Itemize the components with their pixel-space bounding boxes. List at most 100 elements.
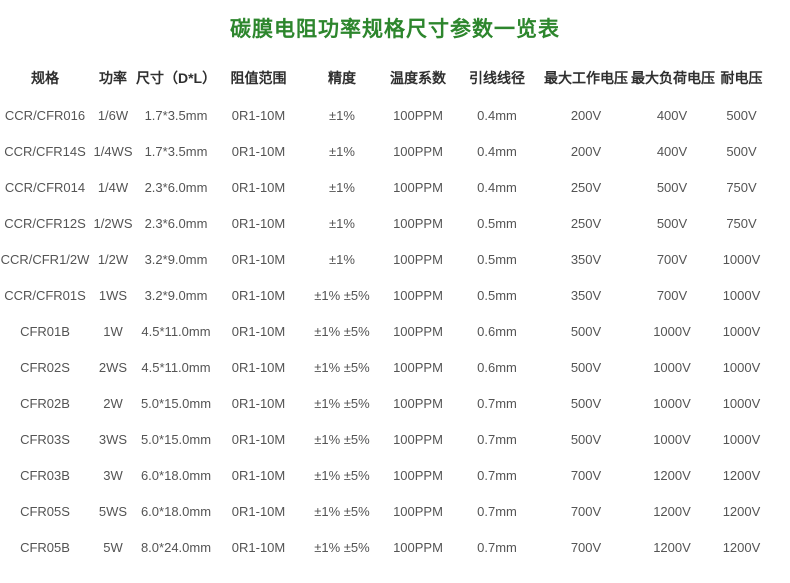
table-row: CCR/CFR14S 1/4WS 1.7*3.5mm 0R1-10M ±1% 100PPM… — [0, 133, 770, 169]
table-cell: 750V — [726, 215, 757, 231]
table-cell: 0R1-10M — [231, 215, 286, 231]
table-cell: 0.5mm — [477, 215, 517, 231]
table-cell: 0R1-10M — [231, 503, 286, 519]
table-cell: 0.6mm — [477, 323, 517, 339]
table-cell: 3WS — [98, 431, 128, 447]
table-row: CCR/CFR12S 1/2WS 2.3*6.0mm 0R1-10M ±1% 100PPM… — [0, 205, 770, 241]
table-cell: 0R1-10M — [231, 179, 286, 195]
table-cell: ±1% — [329, 251, 355, 267]
table-cell: CCR/CFR12S — [4, 215, 86, 231]
column-header-4: 精度 — [328, 70, 356, 86]
resistor-spec-table: 规格 功率 尺寸（D*L） 阻值范围 精度 温度系数 引线线径 最大工作电压 最大负荷电压 耐电压… — [0, 59, 770, 565]
table-cell: CFR05S — [20, 503, 70, 519]
table-cell: 700V — [570, 539, 602, 555]
table-cell: 1000V — [722, 287, 761, 303]
table-cell: ±1% ±5% — [314, 359, 370, 375]
table-cell: 0R1-10M — [231, 395, 286, 411]
table-cell: 100PPM — [393, 251, 443, 267]
table-cell: 750V — [726, 179, 757, 195]
table-cell: CFR03S — [20, 431, 70, 447]
table-cell: 100PPM — [393, 179, 443, 195]
table-cell: 0.5mm — [477, 287, 517, 303]
table-cell: CFR03B — [20, 467, 70, 483]
table-cell: 2W — [103, 395, 123, 411]
table-cell: 1/6W — [97, 107, 129, 123]
table-cell: 1200V — [653, 539, 691, 555]
page-title: 碳膜电阻功率规格尺寸参数一览表 — [230, 18, 560, 41]
table-cell: 250V — [570, 215, 602, 231]
table-cell: ±1% ±5% — [314, 503, 370, 519]
table-cell: 500V — [726, 143, 757, 159]
table-cell: 5WS — [98, 503, 128, 519]
table-cell: 1000V — [722, 251, 761, 267]
header-row: 规格 功率 尺寸（D*L） 阻值范围 精度 温度系数 引线线径 最大工作电压 最大负荷电压 耐电压 — [0, 59, 770, 97]
table-cell: 500V — [656, 179, 688, 195]
table-cell: CCR/CFR1/2W — [0, 251, 90, 267]
table-cell: 0.7mm — [477, 539, 517, 555]
table-cell: 1000V — [722, 323, 761, 339]
table-row: CFR03S 3WS 5.0*15.0mm 0R1-10M ±1% ±5% 100PPM 0… — [0, 421, 770, 457]
table-cell: 1/4W — [97, 179, 129, 195]
table-cell: 700V — [570, 467, 602, 483]
table-cell: 200V — [570, 107, 602, 123]
table-cell: 400V — [656, 107, 688, 123]
table-cell: 0.7mm — [477, 395, 517, 411]
table-cell: 0.5mm — [477, 251, 517, 267]
table-row: CFR05S 5WS 6.0*18.0mm 0R1-10M ±1% ±5% 100PPM 0… — [0, 493, 770, 529]
table-cell: 3.2*9.0mm — [144, 287, 208, 303]
table-cell: 1000V — [722, 395, 761, 411]
table-cell: 1.7*3.5mm — [144, 107, 208, 123]
table-row: CCR/CFR1/2W 1/2W 3.2*9.0mm 0R1-10M ±1% 100PPM… — [0, 241, 770, 277]
table-cell: 500V — [726, 107, 757, 123]
table-cell: CCR/CFR014 — [4, 179, 86, 195]
table-cell: 1200V — [722, 467, 761, 483]
column-header-8: 最大负荷电压 — [631, 70, 715, 86]
table-cell: 100PPM — [393, 503, 443, 519]
table-row: CCR/CFR014 1/4W 2.3*6.0mm 0R1-10M ±1% 100PPM 0… — [0, 169, 770, 205]
table-cell: 5.0*15.0mm — [140, 431, 212, 447]
table-cell: 2.3*6.0mm — [144, 215, 208, 231]
table-cell: 100PPM — [393, 287, 443, 303]
table-row: CFR03B 3W 6.0*18.0mm 0R1-10M ±1% ±5% 100PPM 0.… — [0, 457, 770, 493]
table-row: CCR/CFR01S 1WS 3.2*9.0mm 0R1-10M ±1% ±5% 100P… — [0, 277, 770, 313]
table-cell: 1/2W — [97, 251, 129, 267]
table-cell: 400V — [656, 143, 688, 159]
table-cell: 1W — [103, 323, 123, 339]
table-cell: 0.7mm — [477, 431, 517, 447]
table-cell: 0.4mm — [477, 143, 517, 159]
table-cell: 350V — [570, 251, 602, 267]
table-cell: CCR/CFR14S — [4, 143, 86, 159]
table-cell: ±1% — [329, 179, 355, 195]
table-cell: 5W — [103, 539, 123, 555]
table-cell: 500V — [570, 359, 602, 375]
table-cell: 1200V — [722, 539, 761, 555]
table-cell: 100PPM — [393, 539, 443, 555]
table-cell: 0.6mm — [477, 359, 517, 375]
table-cell: 1000V — [653, 395, 691, 411]
table-cell: 100PPM — [393, 323, 443, 339]
table-cell: 1200V — [722, 503, 761, 519]
table-cell: CFR05B — [20, 539, 70, 555]
table-cell: ±1% — [329, 143, 355, 159]
table-cell: 1/2WS — [93, 215, 133, 231]
table-cell: 1000V — [653, 323, 691, 339]
table-cell: 1/4WS — [93, 143, 133, 159]
table-row: CFR02S 2WS 4.5*11.0mm 0R1-10M ±1% ±5% 100PPM 0… — [0, 349, 770, 385]
table-cell: 500V — [570, 395, 602, 411]
table-cell: 700V — [656, 287, 688, 303]
column-header-9: 耐电压 — [720, 70, 763, 86]
table-cell: 0R1-10M — [231, 359, 286, 375]
table-cell: 100PPM — [393, 143, 443, 159]
table-cell: 350V — [570, 287, 602, 303]
table-cell: 1200V — [653, 467, 691, 483]
table-cell: CCR/CFR016 — [4, 107, 86, 123]
table-cell: 500V — [570, 431, 602, 447]
table-cell: 4.5*11.0mm — [141, 323, 211, 339]
table-cell: 0R1-10M — [231, 323, 286, 339]
column-header-0: 规格 — [31, 70, 59, 86]
table-cell: 100PPM — [393, 395, 443, 411]
table-cell: 100PPM — [393, 467, 443, 483]
table-cell: 1.7*3.5mm — [144, 143, 208, 159]
table-cell: 0R1-10M — [231, 107, 286, 123]
